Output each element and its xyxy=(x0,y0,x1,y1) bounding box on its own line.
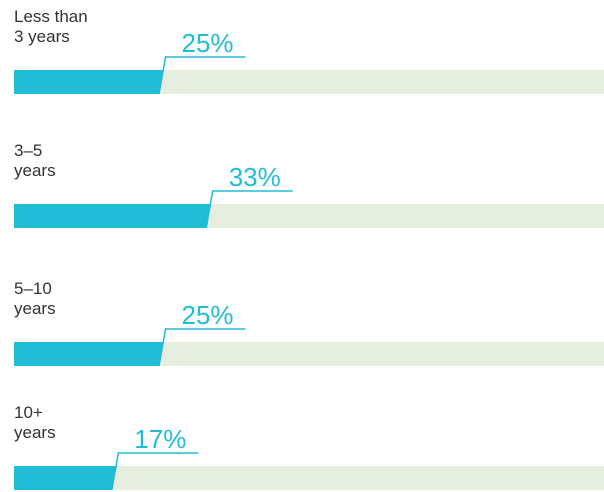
callout-line xyxy=(158,56,246,95)
category-label: 3–5 years xyxy=(14,141,56,180)
category-line: Less than xyxy=(14,7,88,26)
category-line: years xyxy=(14,423,56,442)
bar xyxy=(14,204,212,228)
value-label: 25% xyxy=(182,300,234,330)
category-line: years xyxy=(14,299,56,318)
category-label: Less than 3 years xyxy=(14,7,88,46)
value-label: 25% xyxy=(182,28,234,58)
callout-line xyxy=(205,190,293,229)
category-label: 10+ years xyxy=(14,403,56,442)
category-line: 10+ xyxy=(14,403,43,422)
category-line: 5–10 xyxy=(14,279,52,298)
bar xyxy=(14,70,164,94)
category-line: 3–5 xyxy=(14,141,42,160)
bar xyxy=(14,342,164,366)
category-line: 3 years xyxy=(14,27,70,46)
category-line: years xyxy=(14,161,56,180)
callout-line xyxy=(111,452,199,491)
value-label: 33% xyxy=(229,162,281,192)
bar xyxy=(14,466,117,490)
category-label: 5–10 years xyxy=(14,279,56,318)
value-label: 17% xyxy=(134,424,186,454)
callout-line xyxy=(158,328,246,367)
